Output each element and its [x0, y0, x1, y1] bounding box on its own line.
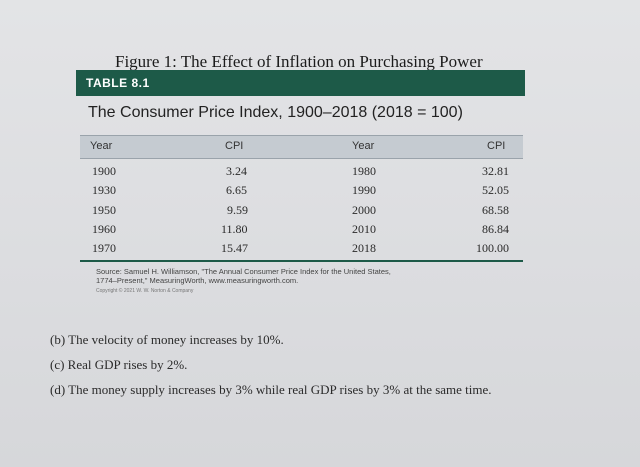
year-cell: 2000: [352, 203, 376, 217]
year-cell: 1950: [92, 203, 116, 217]
cpi-cell: 100.00: [476, 241, 509, 255]
table-title: The Consumer Price Index, 1900–2018 (201…: [88, 104, 463, 121]
header-year-left: Year: [90, 140, 113, 152]
year-cell: 1930: [92, 183, 116, 197]
year-cell: 1990: [352, 183, 376, 197]
cpi-cell: 6.65: [226, 183, 247, 197]
year-cell: 2010: [352, 222, 376, 236]
table-column-header: Year CPI Year CPI: [80, 135, 523, 159]
header-cpi-right: CPI: [487, 140, 506, 152]
figure-title: Figure 1: The Effect of Inflation on Pur…: [115, 52, 483, 71]
year-cell: 1970: [92, 241, 116, 255]
answer-choice-b: (b) The velocity of money increases by 1…: [50, 332, 284, 347]
answer-choice-c: (c) Real GDP rises by 2%.: [50, 357, 188, 372]
cpi-cell: 32.81: [482, 164, 509, 178]
cpi-cell: 15.47: [221, 241, 248, 255]
source-line: 1774–Present," MeasuringWorth, www.measu…: [96, 276, 299, 285]
year-cell: 1900: [92, 164, 116, 178]
source-line: Source: Samuel H. Williamson, "The Annua…: [96, 267, 391, 276]
year-cell: 1980: [352, 164, 376, 178]
cpi-cell: 3.24: [226, 164, 247, 178]
cpi-cell: 52.05: [482, 183, 509, 197]
year-cell: 1960: [92, 222, 116, 236]
copyright-note: Copyright © 2021 W. W. Norton & Company: [96, 288, 194, 294]
year-cell: 2018: [352, 241, 376, 255]
cpi-cell: 86.84: [482, 222, 509, 236]
source-note: Source: Samuel H. Williamson, "The Annua…: [96, 267, 516, 285]
header-cpi-left: CPI: [225, 140, 244, 152]
cpi-cell: 68.58: [482, 203, 509, 217]
table-label: TABLE 8.1: [86, 76, 150, 90]
cpi-cell: 9.59: [227, 203, 248, 217]
header-year-right: Year: [352, 140, 375, 152]
table-bottom-rule: [80, 260, 523, 262]
cpi-cell: 11.80: [221, 222, 248, 236]
table-label-bar: TABLE 8.1: [76, 70, 525, 96]
answer-choice-d: (d) The money supply increases by 3% whi…: [50, 382, 492, 397]
